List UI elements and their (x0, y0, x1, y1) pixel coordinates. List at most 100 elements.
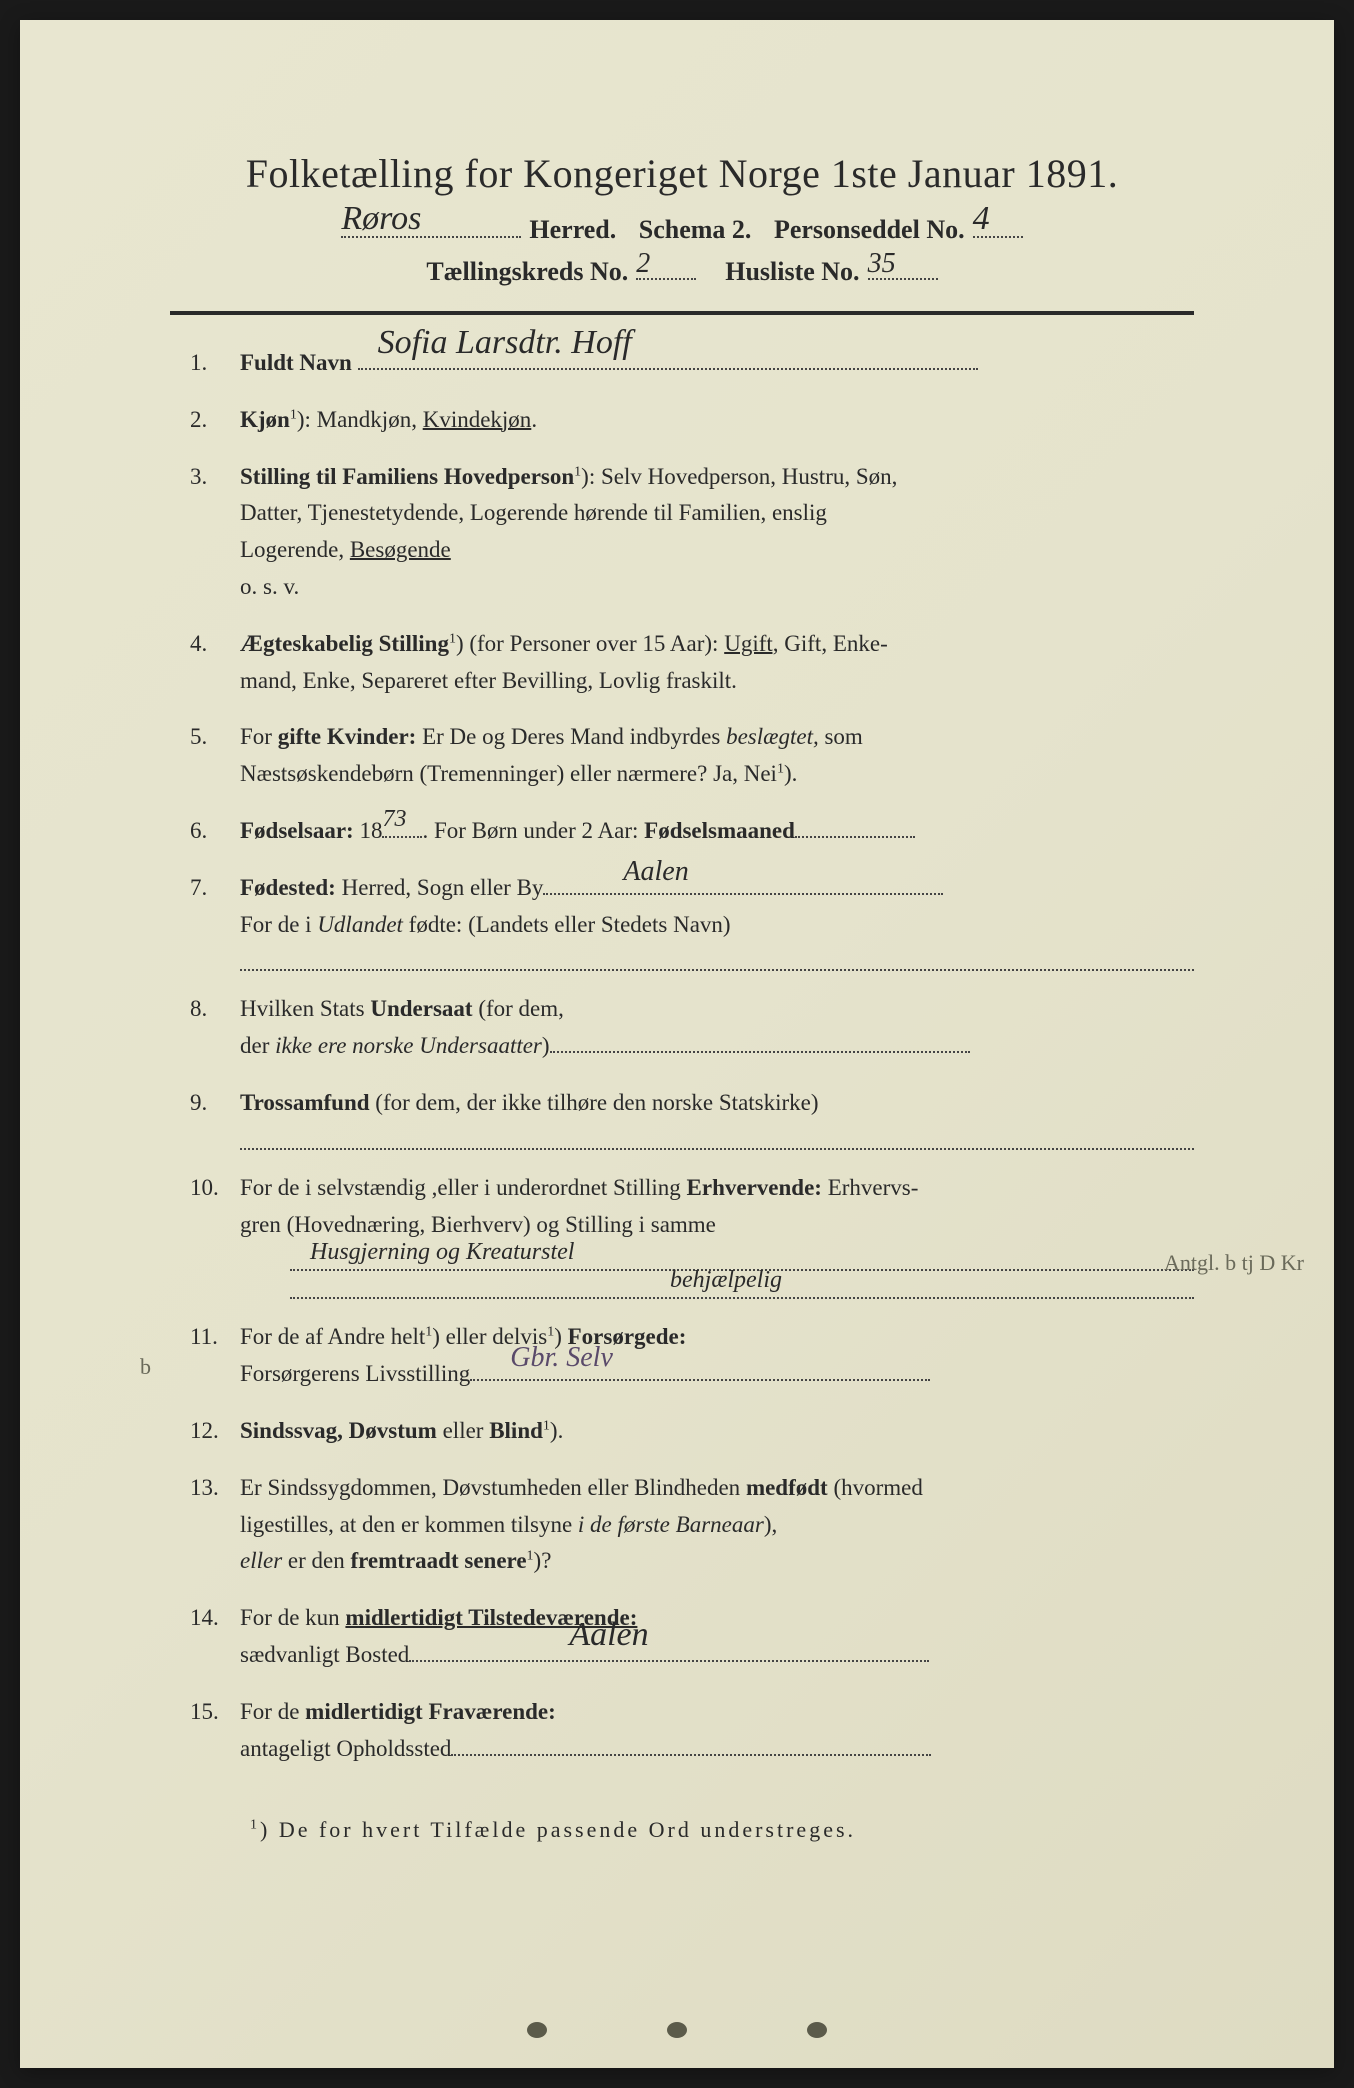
text: ): Mandkjøn, (297, 407, 423, 432)
text: ligestilles, at den er kommen tilsyne (240, 1512, 578, 1537)
label-aegteskab: Ægteskabelig Stilling (240, 631, 449, 656)
text: mand, Enke, Separeret efter Bevilling, L… (240, 668, 737, 693)
opholdssted-field (451, 1754, 931, 1756)
personseddel-field: 4 (973, 236, 1023, 238)
label-stilling: Stilling til Familiens Hovedperson (240, 464, 574, 489)
udlandet-field (240, 947, 1194, 971)
text: Er De og Deres Mand indbyrdes (416, 724, 726, 749)
text: ) (542, 1033, 550, 1058)
spot (807, 2022, 827, 2038)
header-divider (170, 311, 1194, 315)
entry-12: 12. Sindssvag, Døvstum eller Blind1). (190, 1413, 1194, 1450)
entry-2: 2. Kjøn1): Mandkjøn, Kvindekjøn. (190, 402, 1194, 439)
entry-num: 4. (190, 626, 240, 700)
text-italic: Udlandet (317, 912, 403, 937)
entry-num: 12. (190, 1413, 240, 1450)
entry-num: 2. (190, 402, 240, 439)
husliste-label: Husliste No. (725, 257, 859, 287)
spot (527, 2022, 547, 2038)
label-trossamfund: Trossamfund (240, 1090, 370, 1115)
text: )? (534, 1548, 552, 1573)
text: antageligt Opholdssted (240, 1736, 451, 1761)
month-field (795, 836, 915, 838)
year-field: 73 (382, 836, 422, 838)
entry-content: Trossamfund (for dem, der ikke tilhøre d… (240, 1085, 1194, 1150)
text: sædvanligt Bosted (240, 1642, 409, 1667)
text: . For Børn under 2 Aar: (422, 818, 644, 843)
undersaat-field (550, 1051, 970, 1053)
text-italic: i de første Barneaar (578, 1512, 764, 1537)
text: fødte: (Landets eller Stedets Navn) (403, 912, 731, 937)
text: For de af Andre helt (240, 1324, 425, 1349)
entry-1: 1. Fuldt Navn Sofia Larsdtr. Hoff (190, 345, 1194, 382)
entry-9: 9. Trossamfund (for dem, der ikke tilhør… (190, 1085, 1194, 1150)
footnote-sup: 1 (250, 1818, 260, 1833)
text: For de kun (240, 1605, 345, 1630)
spot (667, 2022, 687, 2038)
entry-8: 8. Hvilken Stats Undersaat (for dem, der… (190, 991, 1194, 1065)
name-field: Sofia Larsdtr. Hoff (358, 368, 978, 370)
entry-content: For de i selvstændig ,eller i underordne… (240, 1170, 1194, 1300)
entry-content: Stilling til Familiens Hovedperson1): Se… (240, 459, 1194, 606)
entry-content: Er Sindssygdommen, Døvstumheden eller Bl… (240, 1470, 1194, 1580)
label-gifte: gifte Kvinder: (278, 724, 417, 749)
trossamfund-field (240, 1126, 1194, 1150)
entry-content: Fuldt Navn Sofia Larsdtr. Hoff (240, 345, 1194, 382)
entry-num: 15. (190, 1694, 240, 1768)
entry-content: Fødested: Herred, Sogn eller ByAalen For… (240, 870, 1194, 972)
text: (for dem, der ikke tilhøre den norske St… (370, 1090, 819, 1115)
subtitle-row-1: Røros Herred. Schema 2. Personseddel No.… (170, 215, 1194, 245)
text: Gift, Enke- (779, 631, 888, 656)
text: Erhvervs- (822, 1175, 918, 1200)
kvindekjon-underlined: Kvindekjøn (423, 407, 532, 432)
margin-mark: b (140, 1349, 151, 1384)
taellingskreds-field: 2 (636, 278, 696, 280)
text: For de i selvstændig ,eller i underordne… (240, 1175, 687, 1200)
husliste-field: 35 (868, 278, 938, 280)
entry-content: Ægteskabelig Stilling1) (for Personer ov… (240, 626, 1194, 700)
label-undersaat: Undersaat (370, 996, 472, 1021)
text: . (531, 407, 537, 432)
text: Datter, Tjenestetydende, Logerende høren… (240, 500, 827, 525)
entry-content: For de af Andre helt1) eller delvis1) Fo… (240, 1319, 1194, 1393)
subtitle-row-2: Tællingskreds No. 2 Husliste No. 35 (170, 257, 1194, 287)
name-value: Sofia Larsdtr. Hoff (378, 316, 632, 370)
label-fremtraadt: fremtraadt senere (350, 1548, 526, 1573)
footnote-text: ) De for hvert Tilfælde passende Ord und… (260, 1817, 856, 1842)
entry-num: 7. (190, 870, 240, 972)
text: For de (240, 1699, 305, 1724)
text: ), (764, 1512, 777, 1537)
forsorger-value: Gbr. Selv (510, 1336, 613, 1381)
fodested-field: Aalen (543, 893, 943, 895)
label-midlertidigt-fravaerende: midlertidigt Fraværende: (305, 1699, 556, 1724)
footnote: 1) De for hvert Tilfælde passende Ord un… (170, 1817, 1194, 1843)
entry-content: For de midlertidigt Fraværende: antageli… (240, 1694, 1194, 1768)
bosted-field: Aalen (409, 1660, 929, 1662)
entry-content: For de kun midlertidigt Tilstedeværende:… (240, 1600, 1194, 1674)
text: Hvilken Stats (240, 996, 370, 1021)
entry-4: 4. Ægteskabelig Stilling1) (for Personer… (190, 626, 1194, 700)
text: (for dem, (473, 996, 564, 1021)
form-entries: 1. Fuldt Navn Sofia Larsdtr. Hoff 2. Kjø… (170, 345, 1194, 1767)
herred-field: Røros (341, 236, 521, 238)
taellingskreds-value: 2 (636, 248, 650, 280)
besogende-underlined: Besøgende (350, 537, 451, 562)
entry-7: 7. Fødested: Herred, Sogn eller ByAalen … (190, 870, 1194, 972)
sup: 1 (527, 1549, 534, 1564)
entry-num: 10. (190, 1170, 240, 1300)
erhverv-field-2: behjælpelig (290, 1275, 1194, 1299)
text: ). (784, 761, 797, 786)
text: Logerende, (240, 537, 350, 562)
entry-num: 1. (190, 345, 240, 382)
text: o. s. v. (240, 574, 299, 599)
form-header: Folketælling for Kongeriget Norge 1ste J… (170, 150, 1194, 315)
text: (hvormed (828, 1475, 923, 1500)
text: Forsørgerens Livsstilling (240, 1361, 470, 1386)
entry-15: 15. For de midlertidigt Fraværende: anta… (190, 1694, 1194, 1768)
paper-damage-spots (527, 2022, 827, 2038)
text: er den (282, 1548, 350, 1573)
entry-5: 5. For gifte Kvinder: Er De og Deres Man… (190, 719, 1194, 793)
margin-annotation: Antgl. b tj D Kr (1164, 1245, 1304, 1280)
entry-content: For gifte Kvinder: Er De og Deres Mand i… (240, 719, 1194, 793)
label-kjon: Kjøn (240, 407, 290, 432)
